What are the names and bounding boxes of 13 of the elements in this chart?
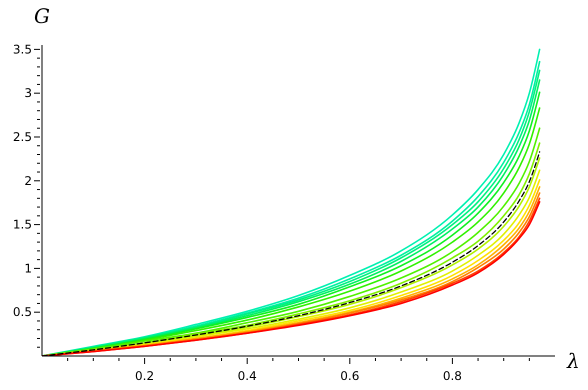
y-tick-label: 1.5 [12, 218, 32, 232]
y-tick-label: 3.5 [12, 42, 32, 56]
y-axis-title: G [34, 4, 50, 28]
y-tick-label: 3 [24, 86, 32, 100]
y-tick-label: 0.5 [12, 305, 32, 320]
y-tick-label: 1 [24, 261, 32, 276]
y-tick-label: 2 [24, 174, 32, 188]
x-tick-label: 0.4 [238, 369, 257, 383]
x-tick-label: 0.8 [442, 369, 462, 383]
y-tick-label: 2.5 [12, 130, 32, 144]
x-tick-label: 0.6 [340, 369, 360, 383]
x-tick-label: 0.2 [135, 369, 154, 383]
x-axis-title: λ [566, 349, 580, 373]
